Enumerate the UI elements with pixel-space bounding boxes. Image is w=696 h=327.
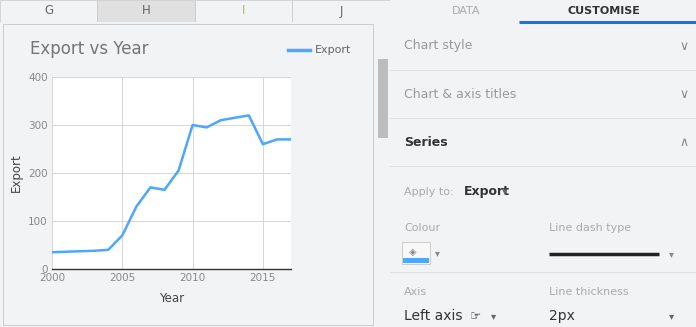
Text: Export: Export <box>315 45 351 55</box>
Text: ☞: ☞ <box>470 311 482 323</box>
Text: ∨: ∨ <box>679 88 688 100</box>
Text: ▾: ▾ <box>434 248 439 258</box>
X-axis label: Year: Year <box>159 291 184 304</box>
Text: Export: Export <box>464 185 510 198</box>
Bar <box>292 0 390 22</box>
Text: Export vs Year: Export vs Year <box>30 40 148 58</box>
Text: Colour: Colour <box>404 223 440 233</box>
Text: ∨: ∨ <box>679 40 688 53</box>
Bar <box>195 0 292 22</box>
Text: Chart style: Chart style <box>404 40 473 53</box>
Bar <box>378 59 388 138</box>
Text: 2px: 2px <box>549 309 575 323</box>
Text: Line thickness: Line thickness <box>549 287 628 297</box>
Text: J: J <box>340 5 343 18</box>
Text: ▾: ▾ <box>491 311 497 321</box>
Text: Axis: Axis <box>404 287 427 297</box>
Bar <box>0 0 97 22</box>
Bar <box>403 258 429 263</box>
Y-axis label: Export: Export <box>10 154 23 192</box>
Text: Left axis: Left axis <box>404 309 463 323</box>
Bar <box>402 242 430 264</box>
Text: CUSTOMISE: CUSTOMISE <box>568 6 640 16</box>
Text: ◈: ◈ <box>409 247 417 257</box>
Text: ▾: ▾ <box>669 249 674 259</box>
Text: Series: Series <box>404 135 448 148</box>
Bar <box>390 0 696 22</box>
Text: Chart & axis titles: Chart & axis titles <box>404 88 516 100</box>
Text: ▾: ▾ <box>669 311 674 321</box>
Text: ▾: ▾ <box>502 187 507 197</box>
Text: H: H <box>142 5 150 18</box>
Text: Line dash type: Line dash type <box>549 223 631 233</box>
Text: Apply to:: Apply to: <box>404 187 454 197</box>
Text: I: I <box>242 5 246 18</box>
Text: ∧: ∧ <box>679 135 688 148</box>
Bar <box>97 0 195 22</box>
Text: G: G <box>44 5 54 18</box>
Text: DATA: DATA <box>452 6 481 16</box>
